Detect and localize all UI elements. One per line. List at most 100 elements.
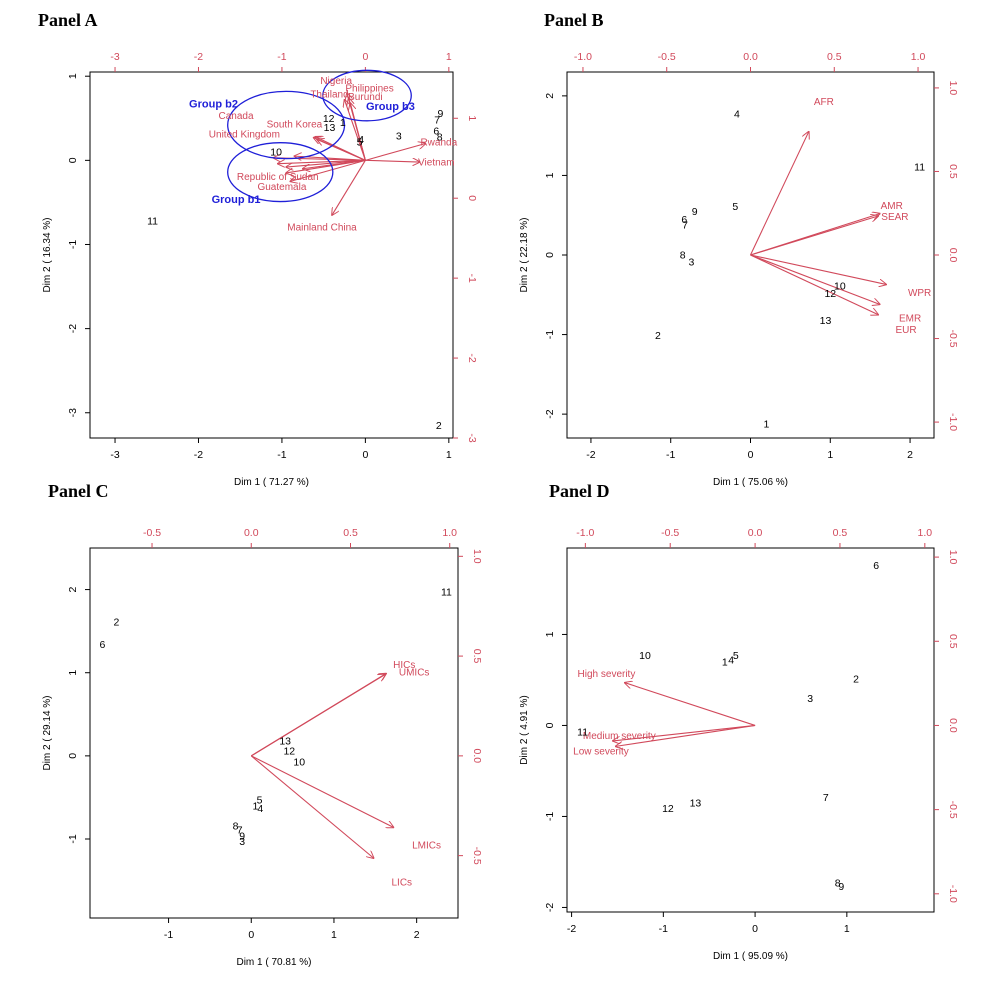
- data-point: 9: [438, 108, 444, 120]
- vector-label: EUR: [896, 325, 917, 336]
- vector-label: LICs: [391, 878, 412, 889]
- y-tick-label: 0: [544, 722, 556, 728]
- vector-label: South Korea: [267, 120, 323, 131]
- x-tick-label: -2: [194, 449, 203, 461]
- vector-label: Mainland China: [287, 222, 357, 233]
- panel-d: Panel D -2 -1 0 1 -2 -1 0 1 -1.0 -0.5 0.0 0.5 1.0 -1.0…: [519, 481, 959, 962]
- data-point: 8: [835, 878, 841, 890]
- loading-vector: [750, 216, 879, 256]
- vector-label: Philippines: [345, 83, 393, 94]
- data-point: 6: [681, 214, 687, 226]
- data-point: 2: [436, 420, 442, 432]
- vector-label: Rwanda: [420, 137, 457, 148]
- y-axis-label: Dim 2 ( 29.14 %): [42, 695, 53, 770]
- right-tick-label: 0.5: [947, 164, 959, 179]
- vector-label: Burundi: [348, 92, 382, 103]
- group-ellipse: [322, 69, 412, 122]
- top-tick-label: -3: [110, 51, 119, 63]
- data-point: 3: [396, 131, 402, 143]
- data-point: 3: [807, 693, 813, 705]
- y-tick-label: -2: [67, 324, 79, 333]
- data-point: 4: [257, 803, 263, 815]
- right-tick-label: 0.5: [947, 634, 959, 649]
- top-tick-label: 0: [362, 51, 368, 63]
- right-tick-label: -1: [466, 273, 478, 282]
- x-axis-label: Dim 1 ( 75.06 %): [713, 477, 788, 488]
- loading-vector: [365, 160, 419, 162]
- data-point: 4: [734, 109, 740, 121]
- data-point: 10: [293, 756, 305, 768]
- x-tick-label: 2: [414, 929, 420, 941]
- data-point: 9: [838, 881, 844, 893]
- vector-label: HICs: [393, 660, 415, 671]
- top-tick-label: 0.5: [827, 51, 842, 63]
- data-point: 2: [114, 617, 120, 629]
- data-point: 13: [820, 315, 832, 327]
- data-point: 13: [279, 736, 291, 748]
- data-point: 11: [577, 727, 588, 739]
- vector-label: Low severity: [573, 746, 629, 757]
- data-point: 10: [270, 147, 282, 159]
- vector-label: Republic of Sudan: [237, 172, 319, 183]
- x-tick-label: -2: [586, 449, 595, 461]
- data-point: 5: [732, 201, 738, 213]
- x-tick-label: -2: [567, 923, 576, 935]
- group-label: Group b2: [189, 99, 238, 111]
- right-tick-label: 0.0: [947, 718, 959, 733]
- loading-vector: [345, 100, 366, 161]
- vector-label: UMICs: [399, 667, 430, 678]
- loading-vector: [350, 103, 366, 161]
- right-tick-label: 1: [466, 115, 478, 121]
- y-axis-label: Dim 2 ( 4.91 %): [519, 695, 530, 764]
- y-tick-label: 2: [67, 586, 79, 592]
- vector-label: AFR: [814, 97, 834, 108]
- x-tick-label: 1: [844, 923, 850, 935]
- right-tick-label: -0.5: [471, 847, 483, 865]
- data-point: 10: [834, 281, 846, 293]
- x-tick-label: -1: [659, 923, 668, 935]
- y-tick-label: 2: [544, 93, 556, 99]
- y-tick-label: -1: [67, 240, 79, 249]
- x-tick-label: 0: [748, 449, 754, 461]
- right-tick-label: 0.0: [947, 248, 959, 263]
- y-tick-label: -1: [544, 330, 556, 339]
- vector-label: LMICs: [412, 840, 441, 851]
- right-tick-label: 0.0: [471, 749, 483, 764]
- vector-label: SEAR: [881, 212, 908, 223]
- data-point: 6: [433, 126, 439, 138]
- data-point: 9: [692, 206, 698, 218]
- data-point: 7: [682, 219, 688, 231]
- data-point: 5: [257, 795, 263, 807]
- panel-title: Panel C: [48, 481, 109, 501]
- y-tick-label: 1: [67, 73, 79, 79]
- x-axis-label: Dim 1 ( 95.09 %): [713, 951, 788, 962]
- top-tick-label: 0.0: [748, 527, 763, 539]
- data-point: 10: [639, 650, 651, 662]
- y-tick-label: 0: [67, 753, 79, 759]
- top-tick-label: -1.0: [574, 51, 592, 63]
- loading-vector: [303, 159, 366, 168]
- vector-label: High severity: [578, 669, 636, 680]
- group-ellipse: [227, 142, 334, 203]
- x-tick-label: -1: [666, 449, 675, 461]
- top-tick-label: 1.0: [911, 51, 926, 63]
- top-tick-label: -0.5: [661, 527, 679, 539]
- data-point: 13: [690, 797, 702, 809]
- vector-label: AMR: [881, 201, 903, 212]
- data-point: 7: [434, 115, 440, 127]
- plot-frame: [89, 71, 454, 439]
- vector-label: WPR: [908, 288, 931, 299]
- y-tick-label: 0: [544, 252, 556, 258]
- x-tick-label: 2: [907, 449, 913, 461]
- data-point: 8: [680, 250, 686, 262]
- panel-a: Panel A -3 -2 -1 0 1 -3 -2 -1 0 1 -3 -2 -1 0 1 -3 -2 -1 0 1 D…: [38, 10, 478, 488]
- data-point: 1: [252, 800, 258, 812]
- x-tick-label: 0: [752, 923, 758, 935]
- top-tick-label: 0.5: [833, 527, 848, 539]
- loading-vector: [625, 683, 756, 726]
- right-tick-label: -1.0: [947, 885, 959, 903]
- right-tick-label: 0: [466, 195, 478, 201]
- data-point: 4: [358, 134, 364, 146]
- group-ellipse: [227, 90, 346, 160]
